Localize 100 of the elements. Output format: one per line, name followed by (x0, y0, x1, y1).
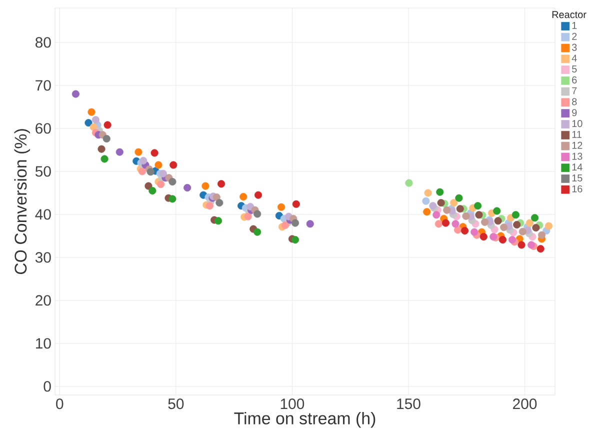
legend-label: 10 (572, 120, 582, 128)
point (424, 189, 432, 197)
point (254, 210, 262, 218)
point (455, 194, 463, 202)
y-tick-label: 70 (36, 80, 51, 91)
point (454, 226, 462, 234)
point (474, 202, 482, 210)
point (291, 236, 300, 244)
legend-label: 8 (572, 98, 577, 106)
point (530, 214, 539, 222)
point (456, 205, 464, 213)
legend-label: 15 (572, 174, 582, 182)
x-tick-label: 0 (56, 398, 64, 410)
point (423, 208, 431, 216)
point (140, 156, 148, 164)
legend-label: 4 (572, 54, 577, 62)
legend-label: 6 (572, 76, 577, 84)
point (450, 199, 458, 207)
point (508, 236, 516, 244)
y-tick-label: 80 (36, 37, 51, 48)
legend-label: 5 (572, 66, 577, 73)
point (170, 161, 178, 169)
point (88, 108, 96, 116)
point (518, 228, 526, 236)
point (217, 180, 226, 188)
point (102, 134, 110, 143)
y-tick-label: 50 (35, 166, 51, 177)
y-tick-label: 0 (44, 381, 51, 392)
point (144, 182, 152, 190)
x-axis-title: Time on stream (h) (234, 412, 376, 428)
point (452, 220, 460, 228)
point (475, 211, 483, 219)
point (154, 161, 162, 169)
y-tick-label: 10 (36, 338, 51, 349)
point (92, 116, 100, 124)
point (462, 212, 470, 220)
point (436, 188, 444, 196)
point (216, 199, 224, 207)
point (432, 211, 440, 219)
point (168, 178, 176, 186)
point (437, 199, 445, 207)
legend-label: 16 (572, 185, 582, 192)
point (159, 170, 167, 178)
point (254, 191, 262, 199)
point (202, 182, 210, 190)
point (184, 184, 192, 192)
point (281, 221, 290, 229)
y-axis-title: CO Conversion (%) (14, 129, 30, 274)
point (422, 197, 430, 205)
point (134, 148, 142, 156)
point (532, 224, 540, 232)
legend-label: 9 (572, 109, 577, 116)
y-tick-label: 20 (36, 295, 51, 306)
point (100, 155, 108, 163)
y-tick-label: 40 (35, 209, 51, 220)
point (254, 228, 262, 236)
point (526, 219, 534, 227)
legend-label: 13 (572, 152, 582, 160)
x-tick-label: 100 (280, 398, 304, 410)
point (84, 119, 92, 127)
point (518, 241, 526, 249)
point (442, 219, 450, 227)
legend-label: 11 (572, 130, 582, 138)
point (512, 211, 520, 219)
point (513, 220, 521, 229)
point (244, 212, 252, 220)
point (405, 179, 413, 187)
point (306, 220, 314, 228)
point (206, 202, 214, 210)
point (493, 207, 501, 215)
point (104, 121, 112, 129)
point (240, 192, 248, 201)
point (72, 90, 80, 98)
point (470, 228, 478, 236)
point (480, 218, 489, 226)
point (150, 149, 158, 157)
point (116, 148, 124, 156)
legend-label: 3 (572, 44, 577, 51)
point (146, 168, 154, 176)
point (148, 186, 156, 195)
x-tick-label: 150 (397, 398, 420, 410)
point (544, 222, 553, 230)
x-tick-label: 50 (168, 398, 184, 410)
legend-label: 2 (572, 32, 577, 40)
legend-label: 1 (572, 22, 577, 29)
point (443, 206, 451, 214)
point (494, 217, 502, 225)
point (138, 168, 146, 176)
point (536, 245, 544, 253)
point (168, 195, 176, 203)
point (291, 219, 300, 227)
point (214, 217, 222, 225)
point (480, 232, 488, 241)
y-tick-label: 30 (35, 252, 51, 263)
point (277, 203, 286, 211)
legend-label: 14 (572, 164, 582, 171)
y-tick-label: 60 (36, 123, 51, 134)
point (460, 226, 469, 235)
legend-label: 12 (572, 142, 582, 149)
point (498, 236, 506, 244)
